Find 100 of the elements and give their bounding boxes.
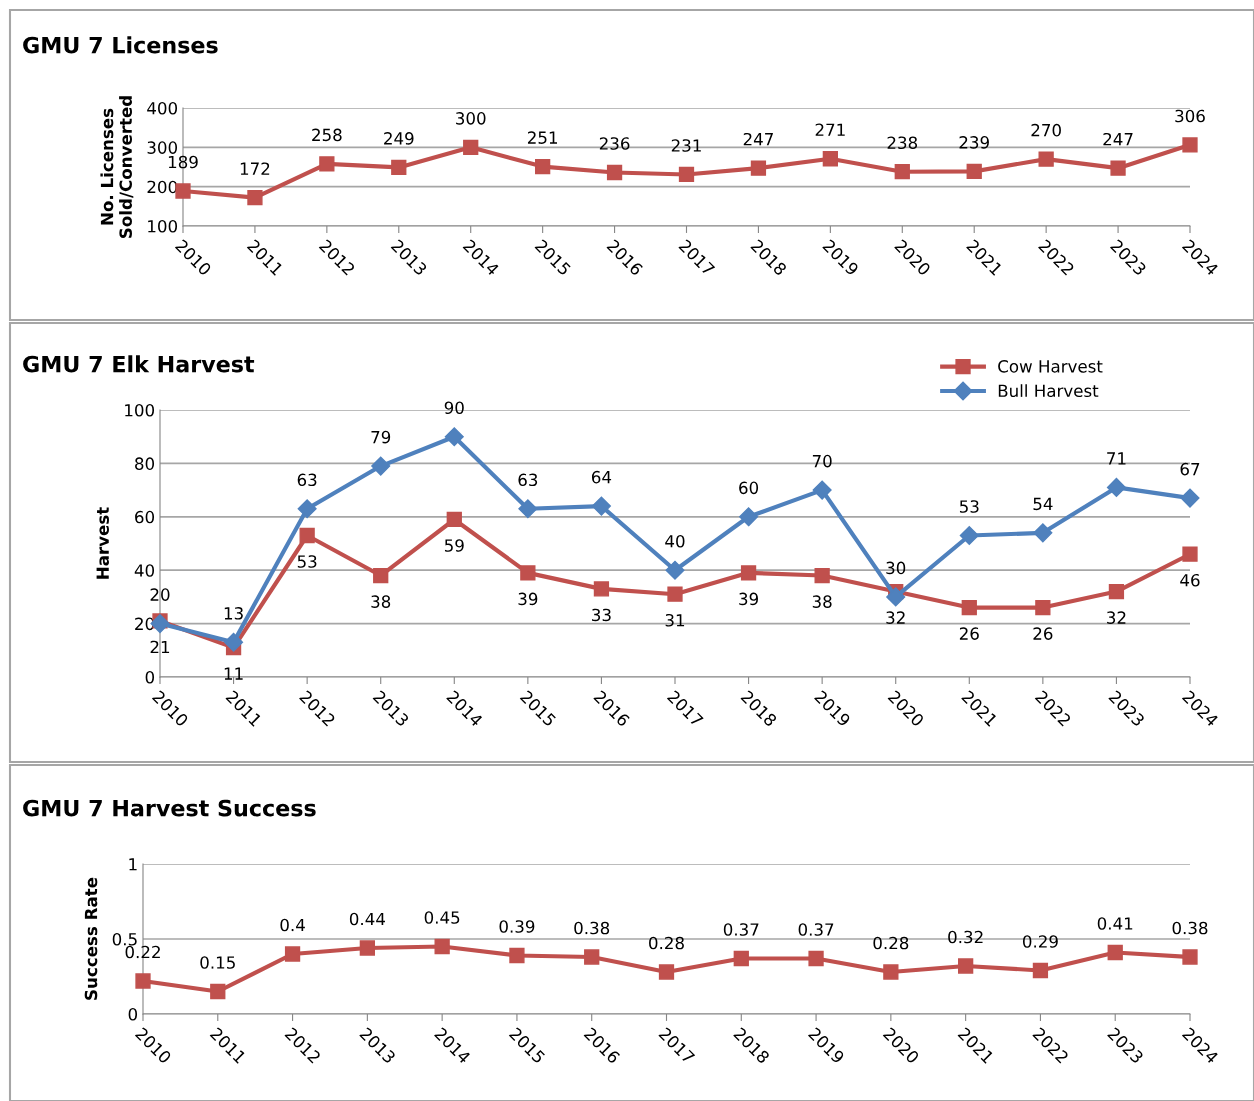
point xyxy=(812,480,832,500)
data-label: 38 xyxy=(371,595,391,608)
point xyxy=(961,599,977,616)
point xyxy=(175,183,191,199)
data-label: 26 xyxy=(959,627,979,640)
point xyxy=(658,964,675,980)
point xyxy=(667,586,683,602)
point xyxy=(739,507,759,527)
data-label: 26 xyxy=(1033,627,1053,640)
point xyxy=(966,163,982,179)
point xyxy=(1182,137,1198,153)
data-label: 64 xyxy=(591,470,612,484)
point xyxy=(733,950,749,967)
point xyxy=(518,499,538,519)
point xyxy=(1107,944,1123,961)
data-label: 46 xyxy=(1180,573,1200,587)
point xyxy=(886,587,906,607)
point xyxy=(391,159,407,176)
y-tick-label: 60 xyxy=(135,510,155,524)
y-tick-label: 1 xyxy=(129,858,137,871)
data-label: 32 xyxy=(886,611,905,624)
point xyxy=(1182,949,1198,965)
data-label: 0.44 xyxy=(349,912,385,926)
data-label: 0.41 xyxy=(1097,917,1133,930)
data-label: 53 xyxy=(297,555,317,568)
data-label: 300 xyxy=(456,112,486,125)
data-label: 70 xyxy=(812,454,832,468)
point xyxy=(297,499,317,519)
point xyxy=(359,940,375,956)
data-label: 32 xyxy=(1107,611,1126,624)
point xyxy=(373,567,389,584)
y-tick-label: 80 xyxy=(135,457,155,470)
point xyxy=(1033,523,1053,543)
point xyxy=(740,565,757,581)
data-label: 79 xyxy=(371,430,391,444)
data-label: 63 xyxy=(297,473,317,487)
data-label: 231 xyxy=(671,139,701,152)
point xyxy=(678,166,695,183)
data-label: 172 xyxy=(240,162,270,175)
y-tick-label: 100 xyxy=(148,219,178,233)
data-label: 270 xyxy=(1031,123,1061,137)
y-tick-label: 0.5 xyxy=(112,932,137,946)
point xyxy=(1035,599,1051,616)
point xyxy=(319,156,335,172)
legend-label: Bull Harvest xyxy=(998,384,1099,398)
data-label: 258 xyxy=(312,128,342,142)
y-tick-label: 0 xyxy=(128,1007,138,1021)
data-label: 0.15 xyxy=(200,956,235,969)
data-label: 31 xyxy=(665,613,685,627)
data-label: 54 xyxy=(1033,497,1053,511)
point xyxy=(1182,546,1198,562)
point xyxy=(750,160,767,176)
point xyxy=(958,958,974,974)
data-label: 0.29 xyxy=(1022,935,1058,948)
point xyxy=(814,567,830,584)
y-axis-title: Harvest xyxy=(96,507,109,579)
data-label: 53 xyxy=(959,500,979,513)
data-label: 71 xyxy=(1107,452,1126,465)
data-label: 0.22 xyxy=(125,945,160,959)
data-label: 0.32 xyxy=(948,930,983,944)
data-label: 13 xyxy=(224,607,243,620)
point xyxy=(1110,160,1126,176)
data-label: 39 xyxy=(518,592,538,606)
y-tick-label: 100 xyxy=(125,403,155,417)
data-label: 251 xyxy=(527,131,558,144)
point xyxy=(284,946,301,962)
point xyxy=(210,983,226,1000)
point xyxy=(135,973,151,989)
y-tick-label: 0 xyxy=(145,670,155,684)
point xyxy=(509,947,525,964)
chart-title: GMU 7 Licenses xyxy=(23,36,218,54)
y-axis-title: No. Licenses Sold/Converted xyxy=(100,96,134,238)
data-label: 60 xyxy=(739,481,759,495)
data-label: 0.38 xyxy=(574,921,610,935)
data-label: 306 xyxy=(1175,109,1205,123)
point xyxy=(224,632,244,652)
chart-title: GMU 7 Elk Harvest xyxy=(23,355,255,373)
data-label: 30 xyxy=(886,561,906,575)
point xyxy=(463,139,479,155)
data-label: 249 xyxy=(384,132,414,145)
point xyxy=(1106,477,1126,497)
data-label: 33 xyxy=(592,608,611,622)
point xyxy=(1108,583,1125,600)
data-label: 0.28 xyxy=(873,936,909,950)
data-label: 0.4 xyxy=(280,918,305,932)
data-label: 189 xyxy=(168,155,198,169)
point xyxy=(584,949,600,965)
data-label: 0.45 xyxy=(424,911,460,924)
chart-title: GMU 7 Harvest Success xyxy=(23,799,316,817)
data-label: 247 xyxy=(1103,132,1133,146)
data-label: 271 xyxy=(815,123,845,136)
point xyxy=(593,581,610,597)
data-label: 38 xyxy=(812,595,832,608)
point xyxy=(959,525,979,546)
point xyxy=(606,164,623,181)
data-label: 39 xyxy=(739,592,758,606)
data-label: 0.38 xyxy=(1172,921,1208,935)
y-axis-title: Success Rate xyxy=(84,877,98,1000)
point xyxy=(535,158,551,175)
data-label: 67 xyxy=(1180,462,1200,476)
